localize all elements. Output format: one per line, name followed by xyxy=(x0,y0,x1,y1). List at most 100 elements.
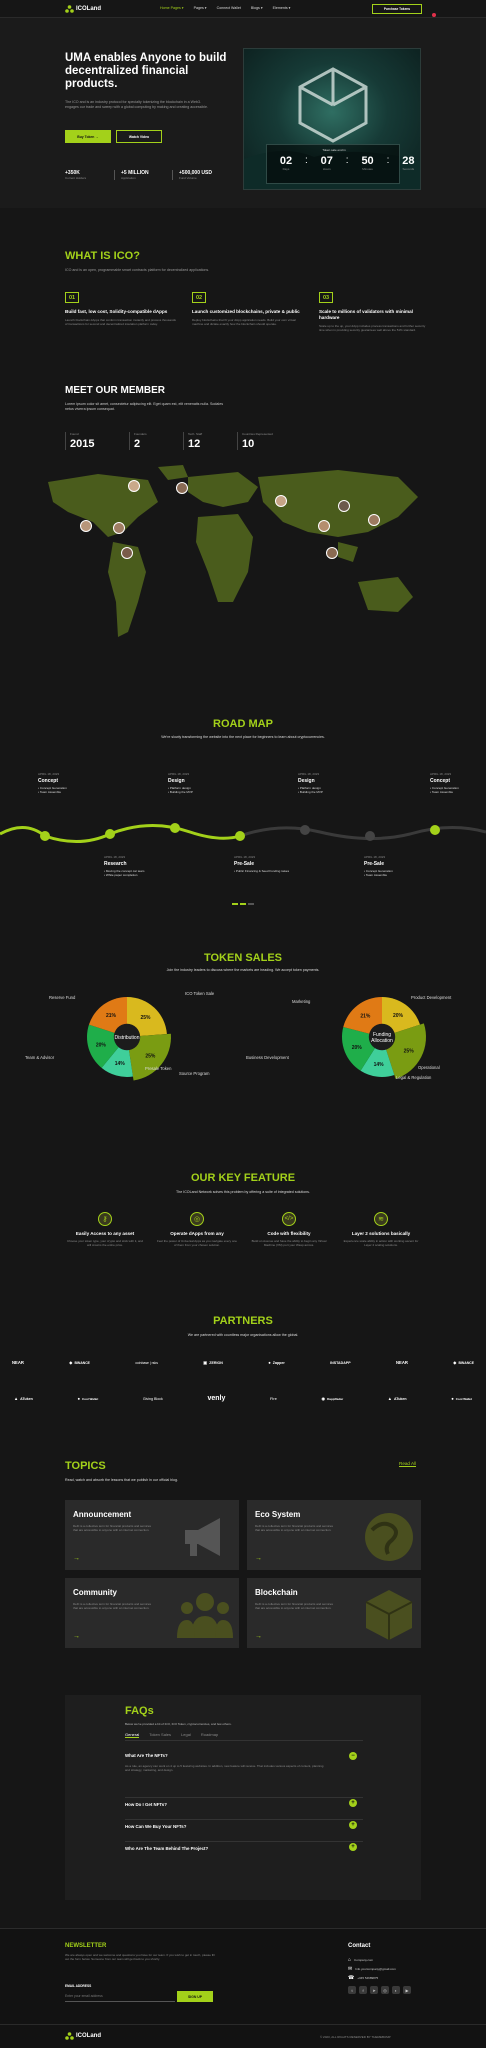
logo[interactable]: ICOLand xyxy=(65,5,101,13)
faq-item[interactable]: How Do I Get NFTs? xyxy=(125,1797,363,1807)
faq-toggle[interactable]: − xyxy=(349,1752,357,1760)
partner-logo[interactable]: ● Cool Wallet xyxy=(451,1396,472,1401)
topic-card[interactable]: Eco System DeFi is a collective term for… xyxy=(247,1500,421,1570)
arrow-right-icon[interactable]: → xyxy=(73,1555,80,1562)
faq-subtitle: Below we've provided a bit of ICO, ICO T… xyxy=(125,1722,232,1726)
nav-connect-wallet[interactable]: Connect Wallet xyxy=(217,6,241,10)
countdown-value: 02 xyxy=(279,155,293,167)
feature-title: Operate dApps from any xyxy=(170,1231,224,1236)
faq-item[interactable]: How Can We Buy Your NFTs? xyxy=(125,1819,363,1829)
pager-dot[interactable] xyxy=(240,903,246,905)
roadmap-pager[interactable] xyxy=(232,903,254,905)
member-avatar[interactable] xyxy=(368,514,380,526)
watch-video-button[interactable]: Watch Video xyxy=(116,130,162,143)
partner-logo[interactable]: INSTADAPP xyxy=(330,1360,351,1365)
roadmap-item-title: Concept xyxy=(430,778,450,784)
nav-label: Home Pages xyxy=(160,6,181,10)
pager-dot[interactable] xyxy=(232,903,238,905)
partner-logo[interactable]: ▲ ATuken xyxy=(14,1396,33,1401)
roadmap-item: APRIL 18, 2023 Pre-Sale • Concept Generati… xyxy=(364,855,424,877)
logo-icon xyxy=(65,5,74,13)
member-avatar[interactable] xyxy=(326,547,338,559)
tab-roadmap[interactable]: Roadmap xyxy=(200,1732,219,1737)
members-desc: Lorem ipsum color sit amet, consectetur … xyxy=(65,402,224,411)
roadmap-date: APRIL 18, 2023 xyxy=(430,772,452,776)
partner-logo[interactable]: ▣ ZERION xyxy=(203,1360,223,1365)
partner-logo[interactable]: NEAR xyxy=(12,1360,24,1365)
faq-toggle[interactable]: + xyxy=(349,1821,357,1829)
read-all-link[interactable]: Read All xyxy=(399,1461,417,1467)
youtube-icon[interactable]: ▶ xyxy=(403,1986,411,1994)
contact-item[interactable]: ☎ +345 54689875 xyxy=(348,1975,379,1981)
contact-item[interactable]: ✉ Info.yourcompany@gmail.com xyxy=(348,1966,396,1972)
partner-logo[interactable]: ● Cool Wallet xyxy=(77,1396,99,1401)
arrow-right-icon[interactable]: → xyxy=(73,1633,80,1640)
faq-toggle[interactable]: + xyxy=(349,1843,357,1851)
nav-blogs[interactable]: Blogs ▾ xyxy=(251,6,263,10)
faq-item[interactable]: What Are The NFTs? As a rule, an agency … xyxy=(125,1753,363,1773)
arrow-right-icon[interactable]: → xyxy=(255,1633,262,1640)
member-avatar[interactable] xyxy=(176,482,188,494)
pager-dot[interactable] xyxy=(248,903,254,905)
pie-legend-label: Team & Advisor xyxy=(25,1055,55,1060)
contact-item[interactable]: ⌂ Company.com xyxy=(348,1957,374,1963)
binance-icon: ◆ xyxy=(453,1360,457,1365)
roadmap-point: • Team Assemble xyxy=(38,790,62,794)
topic-card-desc: DeFi is a collective term for financial … xyxy=(255,1524,334,1533)
facebook-icon[interactable]: f xyxy=(359,1986,367,1994)
pie-slice xyxy=(88,997,127,1037)
twitter-icon[interactable]: t xyxy=(348,1986,356,1994)
partner-logo[interactable]: Giving Block xyxy=(142,1396,163,1401)
partner-logo[interactable]: Fire xyxy=(269,1396,277,1401)
topic-card[interactable]: Community DeFi is a collective term for … xyxy=(65,1578,239,1648)
pie-slice xyxy=(343,997,382,1037)
roadmap-point: • Concept Generation xyxy=(38,786,67,790)
email-field[interactable]: Enter your email address xyxy=(65,1991,175,2002)
member-avatar[interactable] xyxy=(121,547,133,559)
topic-card-title: Community xyxy=(73,1588,117,1597)
member-avatar[interactable] xyxy=(275,495,287,507)
member-avatar[interactable] xyxy=(338,500,350,512)
partner-logo[interactable]: coinbase | rsks xyxy=(135,1360,158,1365)
notification-dot[interactable] xyxy=(432,13,436,17)
feature-desc: Build on Avenue and have the ability to … xyxy=(251,1239,327,1248)
globe-icon xyxy=(365,1513,413,1561)
nav-elements[interactable]: Elements ▾ xyxy=(273,6,291,10)
partner-logo[interactable]: NEAR xyxy=(396,1360,408,1365)
partner-logo[interactable]: ● Zapper xyxy=(268,1360,285,1365)
member-avatar[interactable] xyxy=(113,522,125,534)
discord-icon[interactable]: ◐ xyxy=(392,1986,400,1994)
partner-logo[interactable]: ◉ DappRadar xyxy=(321,1396,344,1401)
tab-token-sales[interactable]: Token Sales xyxy=(149,1732,172,1737)
partner-logo[interactable]: ◆ BINANCE xyxy=(453,1360,474,1365)
topic-card[interactable]: Blockchain DeFi is a collective term for… xyxy=(247,1578,421,1648)
faq-tabs: General Token Sales Legal Roadmap xyxy=(125,1732,363,1741)
roadmap-item-title: Research xyxy=(104,861,127,867)
pie-legend-label: Reserve Fund xyxy=(49,995,76,1000)
faq-item[interactable]: Who Are The Team Behind The Project? xyxy=(125,1841,363,1851)
footer-logo[interactable]: ICOLand xyxy=(65,2032,101,2040)
member-avatar[interactable] xyxy=(128,480,140,492)
tab-legal[interactable]: Legal xyxy=(181,1732,191,1737)
partner-logo[interactable]: ▲ ATuken xyxy=(387,1396,407,1401)
nav-home[interactable]: Home Pages ▾ xyxy=(160,6,184,10)
code-icon: </> xyxy=(282,1212,296,1226)
member-avatar[interactable] xyxy=(80,520,92,532)
member-avatar[interactable] xyxy=(318,520,330,532)
nav-pages[interactable]: Pages ▾ xyxy=(194,6,207,10)
topic-card[interactable]: Announcement DeFi is a collective term f… xyxy=(65,1500,239,1570)
faq-panel: FAQs Below we've provided a bit of ICO, … xyxy=(65,1695,421,1900)
partner-logo[interactable]: ◆ BINANCE xyxy=(69,1360,90,1365)
arrow-right-icon[interactable]: → xyxy=(255,1555,262,1562)
signup-button[interactable]: SIGN UP xyxy=(177,1991,213,2002)
roadmap-point: • Platform design xyxy=(298,786,321,790)
instagram-icon[interactable]: ◎ xyxy=(381,1986,389,1994)
partner-logo[interactable]: venly xyxy=(207,1395,226,1402)
faq-toggle[interactable]: + xyxy=(349,1799,357,1807)
buy-token-button[interactable]: Buy Token → xyxy=(65,130,111,143)
stat-value: +5 MILLION xyxy=(121,170,149,176)
purchase-tokens-button[interactable]: Purchase Tokens xyxy=(372,4,422,14)
telegram-icon[interactable]: ➤ xyxy=(370,1986,378,1994)
features-title: OUR KEY FEATURE xyxy=(190,1172,296,1184)
tab-general[interactable]: General xyxy=(125,1732,140,1738)
